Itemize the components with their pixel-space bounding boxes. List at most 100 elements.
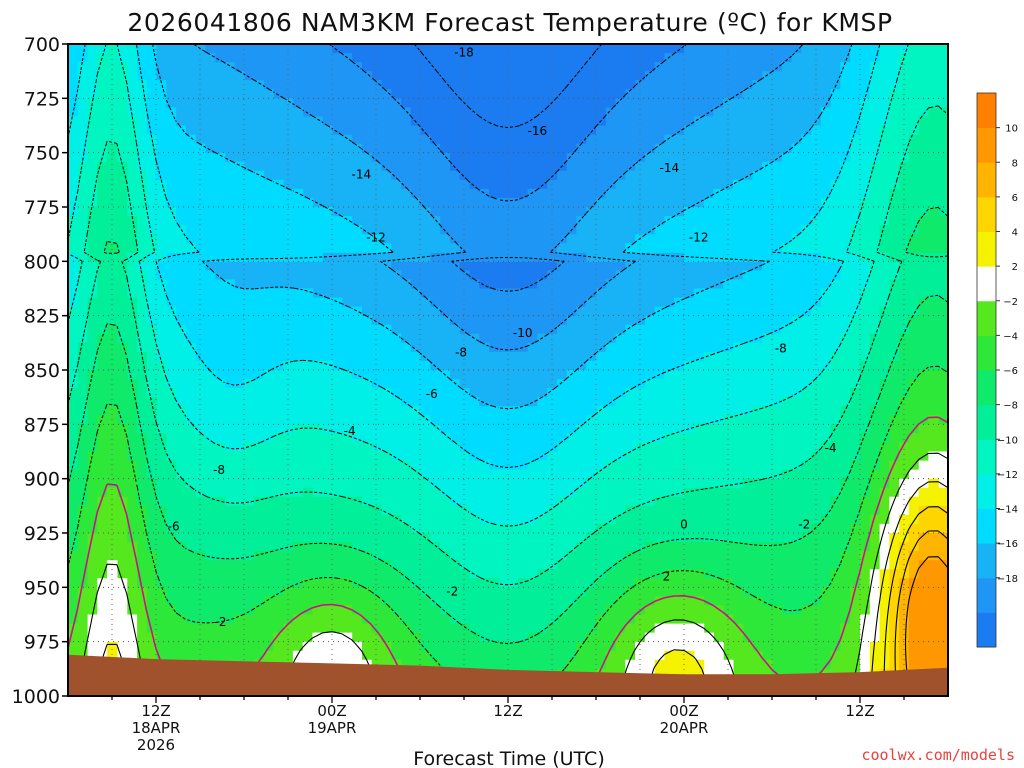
fill-band — [879, 505, 948, 696]
colorbar-swatch — [977, 196, 996, 232]
colorbar-label: −2 — [1003, 297, 1018, 308]
fill-band — [908, 560, 948, 696]
y-tick-label: 950 — [24, 577, 60, 599]
fill-band — [68, 415, 948, 696]
contour-line — [68, 206, 948, 644]
fill-band — [332, 44, 685, 290]
colorbar-swatch — [977, 508, 996, 544]
credit-text: coolwx.com/models — [861, 746, 1015, 764]
y-tick-label: 975 — [24, 632, 60, 654]
x-tick-label: 19APR — [308, 719, 357, 737]
colorbar-label: −12 — [997, 470, 1018, 481]
contour-line — [68, 44, 909, 527]
colorbar-swatch — [977, 473, 996, 509]
y-tick-label: 925 — [24, 523, 60, 545]
colorbar-swatch — [977, 439, 996, 475]
y-tick-label: 900 — [24, 469, 60, 491]
contour-label: -8 — [455, 346, 467, 360]
fill-band — [68, 44, 948, 588]
contour-line — [68, 105, 948, 586]
y-tick-label: 825 — [24, 306, 60, 328]
contour-label: 2 — [663, 569, 671, 583]
colorbar: 10 8 6 4 2 −2 −4 −6 −8 −10 −12 −14 −16 −18 — [976, 92, 1018, 648]
x-axis-label: Forecast Time (UTC) — [413, 748, 604, 768]
contour-label: -10 — [513, 326, 533, 340]
x-tick-label: 2026 — [137, 736, 175, 754]
colorbar-swatch — [977, 370, 996, 406]
x-tick-label: 18APR — [132, 719, 181, 737]
ground-surface — [68, 654, 948, 696]
terrain-ground — [68, 654, 948, 696]
contour-label: -12 — [366, 230, 386, 244]
y-tick-label: 875 — [24, 414, 60, 436]
x-tick-label: 20APR — [660, 719, 709, 737]
colorbar-label: 4 — [1012, 228, 1018, 239]
y-tick-label: 800 — [24, 251, 60, 273]
colorbar-label: 8 — [1012, 158, 1018, 169]
fill-band — [156, 44, 851, 407]
chart-title: 2026041806 NAM3KM Forecast Temperature (… — [127, 8, 892, 37]
contour-label: -18 — [454, 46, 474, 60]
x-tick-label: 00Z — [669, 702, 698, 720]
colorbar-label: −4 — [1003, 331, 1018, 342]
contour-line — [68, 365, 948, 696]
colorbar-label: −10 — [997, 435, 1018, 446]
contour-line — [68, 44, 881, 468]
y-tick-label: 850 — [24, 360, 60, 382]
colorbar-label: −16 — [997, 539, 1018, 550]
y-tick-label: 725 — [24, 88, 60, 110]
contour-label: -6 — [168, 519, 180, 533]
colorbar-swatch — [977, 127, 996, 163]
contour-line — [152, 44, 853, 410]
contour-label: -4 — [825, 441, 837, 455]
colorbar-swatch — [977, 162, 996, 198]
contour-label: -14 — [660, 161, 680, 175]
contour-label: -6 — [426, 387, 438, 401]
contour-label: -14 — [352, 167, 372, 181]
x-tick-label: 12Z — [141, 702, 170, 720]
colorbar-label: −6 — [1003, 366, 1018, 377]
contour-label: -2 — [798, 517, 810, 531]
fill-band — [77, 451, 948, 696]
contour-label: 0 — [680, 517, 688, 531]
colorbar-swatch — [977, 266, 996, 302]
colorbar-swatch — [977, 231, 996, 267]
colorbar-swatch — [977, 577, 996, 613]
colorbar-swatch — [977, 93, 996, 129]
fill-band — [899, 533, 948, 696]
fill-band — [68, 44, 910, 525]
fill-band — [68, 44, 881, 471]
fill-band — [204, 44, 802, 353]
y-axis-ticks: 700 725 750 775 800 825 850 875 900 925 950 975 1000 — [12, 34, 68, 708]
contour-label: -12 — [689, 230, 709, 244]
colorbar-swatch — [977, 404, 996, 440]
freezing-contour-line — [68, 416, 948, 696]
colorbar-label: 6 — [1012, 193, 1018, 204]
contour-label: -16 — [528, 124, 548, 138]
x-tick-label: 12Z — [845, 702, 874, 720]
y-tick-label: 700 — [24, 34, 60, 56]
y-tick-label: 1000 — [12, 686, 60, 708]
colorbar-label: −14 — [997, 505, 1018, 516]
colorbar-label: −8 — [1003, 401, 1018, 412]
contour-line — [328, 44, 688, 292]
contour-label: -2 — [215, 615, 227, 629]
contour-label: -8 — [775, 341, 787, 355]
dotted-grid — [68, 44, 948, 696]
contour-label: -2 — [446, 585, 458, 599]
colorbar-swatch — [977, 612, 996, 648]
y-tick-label: 775 — [24, 197, 60, 219]
colorbar-label: 2 — [1012, 262, 1018, 273]
colorbar-swatch — [977, 335, 996, 371]
contour-label: -8 — [213, 463, 225, 477]
contour-label: -4 — [344, 424, 356, 438]
contour-labels: -18 -16 -14 -14 -12 -12 -10 -8 -8 -8 -6 -6 -4 -4 -2 -2 -… — [168, 46, 837, 629]
colorbar-label: −18 — [997, 574, 1018, 585]
plot-area: -18 -16 -14 -14 -12 -12 -10 -8 -8 -8 -6 -6 -4 -4 -2 -2 -… — [68, 44, 948, 696]
fill-band — [68, 107, 948, 643]
x-tick-label: 12Z — [493, 702, 522, 720]
x-tick-label: 00Z — [317, 702, 346, 720]
y-tick-label: 750 — [24, 143, 60, 165]
